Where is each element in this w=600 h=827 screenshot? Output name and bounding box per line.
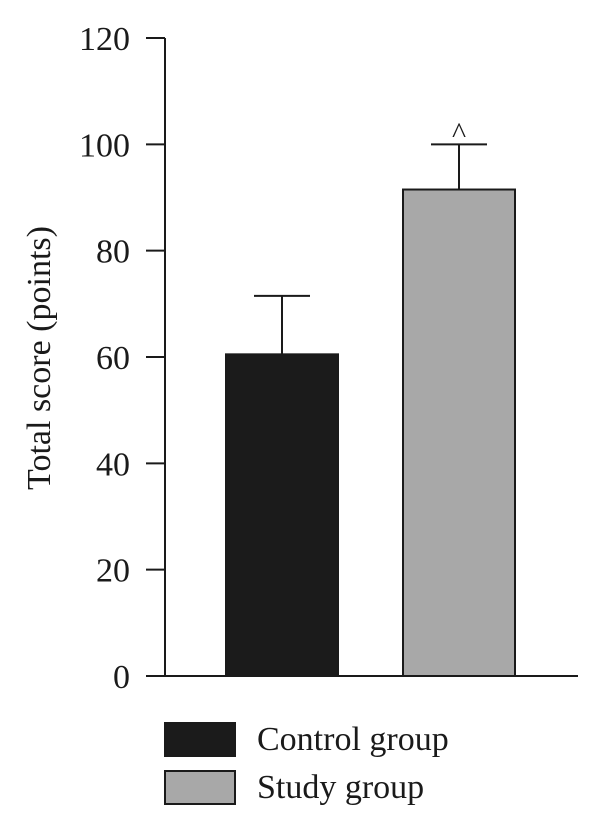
annotations: ^ bbox=[452, 116, 466, 149]
error-bars bbox=[254, 143, 487, 355]
legend-label-1: Control group bbox=[257, 721, 449, 758]
y-tick-label-80: 80 bbox=[96, 234, 130, 271]
y-tick-label-0: 0 bbox=[113, 659, 130, 696]
bars bbox=[225, 188, 516, 677]
bar-study-group bbox=[402, 188, 516, 677]
y-tick-label-100: 100 bbox=[79, 127, 130, 164]
legend-swatch-2 bbox=[164, 770, 236, 805]
legend: Control group Study group bbox=[164, 721, 449, 806]
y-tick-label-40: 40 bbox=[96, 446, 130, 483]
significance-marker: ^ bbox=[452, 116, 466, 149]
y-axis-title: Total score (points) bbox=[21, 226, 58, 490]
bar-control-group bbox=[225, 353, 339, 677]
legend-swatch-1 bbox=[164, 722, 236, 757]
y-tick-label-60: 60 bbox=[96, 340, 130, 377]
legend-label-2: Study group bbox=[257, 769, 424, 806]
y-tick-label-20: 20 bbox=[96, 553, 130, 590]
y-tick-label-120: 120 bbox=[79, 21, 130, 58]
y-axis: 0 20 40 60 80 100 120 bbox=[79, 21, 166, 696]
